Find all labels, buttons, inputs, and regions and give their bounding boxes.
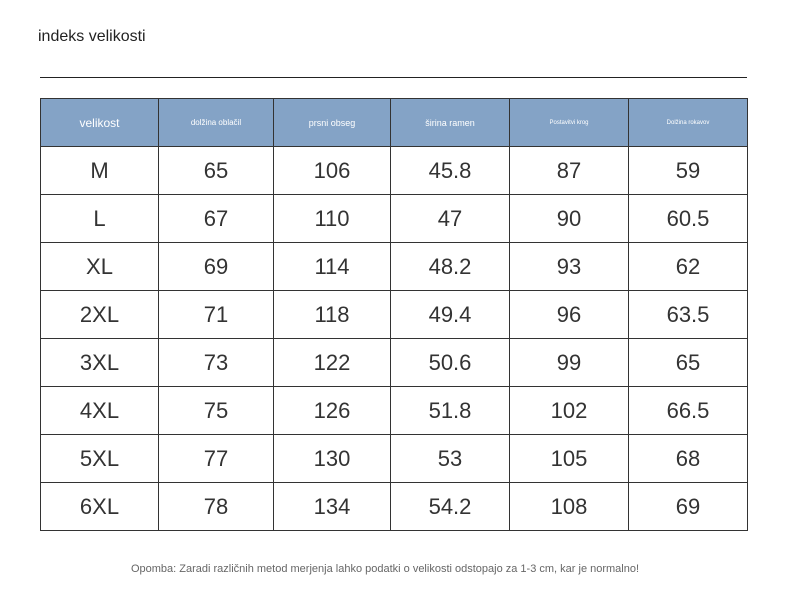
cell-shoulder-width: 48.2 bbox=[390, 242, 510, 291]
cell-hem: 108 bbox=[509, 482, 629, 531]
cell-shoulder-width: 54.2 bbox=[390, 482, 510, 531]
table-row: 5XL 77 130 53 105 68 bbox=[40, 434, 748, 483]
cell-garment-length: 75 bbox=[158, 386, 274, 435]
cell-sleeve-length: 63.5 bbox=[628, 290, 748, 339]
cell-size: 3XL bbox=[40, 338, 159, 387]
cell-garment-length: 69 bbox=[158, 242, 274, 291]
cell-size: M bbox=[40, 146, 159, 195]
cell-hem: 99 bbox=[509, 338, 629, 387]
cell-chest: 114 bbox=[273, 242, 391, 291]
cell-chest: 110 bbox=[273, 194, 391, 243]
cell-chest: 130 bbox=[273, 434, 391, 483]
cell-chest: 118 bbox=[273, 290, 391, 339]
table-row: L 67 110 47 90 60.5 bbox=[40, 194, 748, 243]
cell-sleeve-length: 62 bbox=[628, 242, 748, 291]
table-row: 3XL 73 122 50.6 99 65 bbox=[40, 338, 748, 387]
page-title: indeks velikosti bbox=[38, 28, 146, 45]
header-size: velikost bbox=[40, 98, 159, 147]
cell-size: 5XL bbox=[40, 434, 159, 483]
cell-size: 4XL bbox=[40, 386, 159, 435]
cell-hem: 96 bbox=[509, 290, 629, 339]
cell-hem: 93 bbox=[509, 242, 629, 291]
cell-hem: 105 bbox=[509, 434, 629, 483]
header-chest: prsni obseg bbox=[273, 98, 391, 147]
cell-chest: 126 bbox=[273, 386, 391, 435]
header-garment-length: dolžina oblačil bbox=[158, 98, 274, 147]
table-row: XL 69 114 48.2 93 62 bbox=[40, 242, 748, 291]
cell-size: XL bbox=[40, 242, 159, 291]
cell-shoulder-width: 50.6 bbox=[390, 338, 510, 387]
cell-size: 6XL bbox=[40, 482, 159, 531]
cell-chest: 122 bbox=[273, 338, 391, 387]
table-row: 6XL 78 134 54.2 108 69 bbox=[40, 482, 748, 531]
footnote: Opomba: Zaradi različnih metod merjenja … bbox=[130, 563, 640, 575]
cell-sleeve-length: 66.5 bbox=[628, 386, 748, 435]
cell-sleeve-length: 59 bbox=[628, 146, 748, 195]
cell-shoulder-width: 49.4 bbox=[390, 290, 510, 339]
title-divider bbox=[40, 77, 747, 78]
header-shoulder-width: širina ramen bbox=[390, 98, 510, 147]
cell-chest: 106 bbox=[273, 146, 391, 195]
cell-shoulder-width: 45.8 bbox=[390, 146, 510, 195]
cell-hem: 90 bbox=[509, 194, 629, 243]
cell-shoulder-width: 47 bbox=[390, 194, 510, 243]
header-sleeve-length: Dolžina rokavov bbox=[628, 98, 748, 147]
cell-garment-length: 71 bbox=[158, 290, 274, 339]
table-row: M 65 106 45.8 87 59 bbox=[40, 146, 748, 195]
cell-shoulder-width: 53 bbox=[390, 434, 510, 483]
cell-hem: 102 bbox=[509, 386, 629, 435]
cell-garment-length: 65 bbox=[158, 146, 274, 195]
cell-garment-length: 77 bbox=[158, 434, 274, 483]
cell-sleeve-length: 60.5 bbox=[628, 194, 748, 243]
cell-chest: 134 bbox=[273, 482, 391, 531]
cell-sleeve-length: 69 bbox=[628, 482, 748, 531]
table-header-row: velikost dolžina oblačil prsni obseg šir… bbox=[40, 98, 748, 147]
header-hem: Postavitvi krog bbox=[509, 98, 629, 147]
cell-sleeve-length: 65 bbox=[628, 338, 748, 387]
size-chart-table: velikost dolžina oblačil prsni obseg šir… bbox=[40, 98, 748, 531]
cell-sleeve-length: 68 bbox=[628, 434, 748, 483]
cell-size: 2XL bbox=[40, 290, 159, 339]
table-row: 4XL 75 126 51.8 102 66.5 bbox=[40, 386, 748, 435]
cell-shoulder-width: 51.8 bbox=[390, 386, 510, 435]
cell-garment-length: 73 bbox=[158, 338, 274, 387]
cell-garment-length: 67 bbox=[158, 194, 274, 243]
table-row: 2XL 71 118 49.4 96 63.5 bbox=[40, 290, 748, 339]
cell-hem: 87 bbox=[509, 146, 629, 195]
cell-size: L bbox=[40, 194, 159, 243]
cell-garment-length: 78 bbox=[158, 482, 274, 531]
